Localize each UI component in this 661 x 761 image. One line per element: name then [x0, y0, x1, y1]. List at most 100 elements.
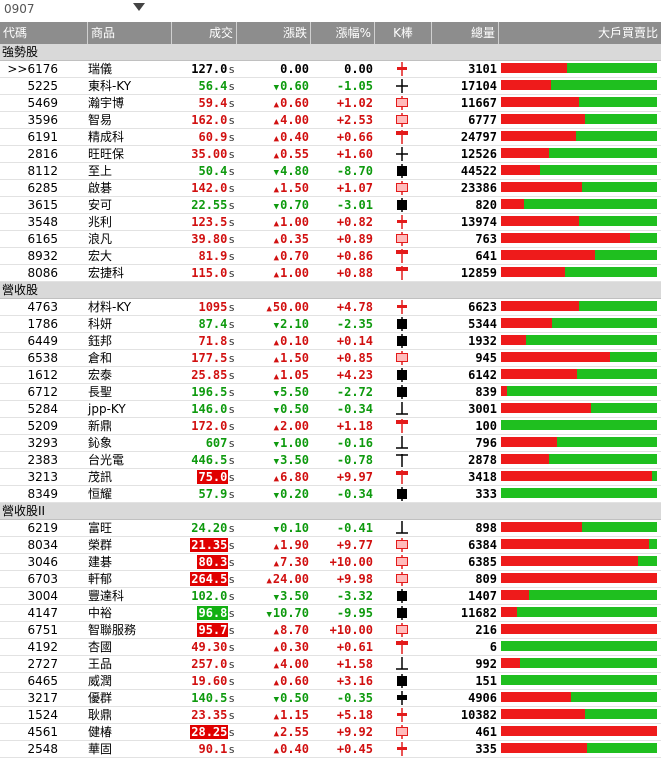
table-row[interactable]: 6703 軒郁 264.5s ▲24.00 +9.98 809 — [0, 571, 661, 588]
change-value: 5.50 — [280, 385, 309, 399]
change-value: 1.50 — [280, 351, 309, 365]
table-row[interactable]: 1524 耿鼎 23.35s ▲1.15 +5.18 10382 — [0, 707, 661, 724]
change-percent: -0.34 — [336, 487, 373, 501]
price-suffix: s — [228, 352, 235, 365]
price-change: ▼3.50 — [237, 452, 309, 468]
price-value: 162.0 — [191, 113, 228, 127]
ratio-bar-buy — [501, 386, 507, 396]
col-change-pct[interactable]: 漲幅% — [311, 22, 375, 44]
table-row[interactable]: 3213 茂訊 75.0s ▲6.80 +9.97 3418 — [0, 469, 661, 486]
col-volume[interactable]: 總量 — [432, 22, 499, 44]
table-row[interactable]: 8112 至上 50.4s ▼4.80 -8.70 44522 — [0, 163, 661, 180]
table-row[interactable]: 2816 旺旺保 35.00s ▲0.55 +1.60 12526 — [0, 146, 661, 163]
price-value: 115.0 — [191, 266, 228, 280]
ratio-bar-buy — [501, 726, 657, 736]
table-row[interactable]: 5225 東科-KY 56.4s ▼0.60 -1.05 17104 — [0, 78, 661, 95]
table-row[interactable]: 2727 王品 257.0s ▲4.00 +1.58 992 — [0, 656, 661, 673]
price-suffix: s — [228, 726, 235, 739]
table-row[interactable]: 5284 jpp-KY 146.0s ▼0.50 -0.34 3001 — [0, 401, 661, 418]
change-value: 0.60 — [280, 674, 309, 688]
table-row[interactable]: 1612 宏泰 25.85s ▲1.05 +4.23 6142 — [0, 367, 661, 384]
table-row[interactable]: 8932 宏大 81.9s ▲0.70 +0.86 641 — [0, 248, 661, 265]
price-change: ▲8.70 — [237, 622, 309, 638]
table-row[interactable]: 6285 啟碁 142.0s ▲1.50 +1.07 23386 — [0, 180, 661, 197]
table-row[interactable]: 3004 豐達科 102.0s ▼3.50 -3.32 1407 — [0, 588, 661, 605]
volume: 333 — [475, 487, 497, 501]
group-header[interactable]: 營收股 — [0, 282, 661, 299]
stock-code: >>6176 — [7, 62, 58, 76]
last-price: 140.5s — [172, 690, 235, 706]
triangle-up-icon: ▲ — [273, 134, 280, 144]
ratio-bar — [501, 624, 657, 634]
date-selector-value[interactable]: 0907 — [4, 2, 35, 16]
triangle-up-icon: ▲ — [273, 253, 280, 263]
table-row[interactable]: 5209 新鼎 172.0s ▲2.00 +1.18 100 — [0, 418, 661, 435]
table-row[interactable]: 1786 科妍 87.4s ▼2.10 -2.35 5344 — [0, 316, 661, 333]
chevron-down-icon[interactable] — [133, 3, 145, 11]
table-row[interactable]: 6751 智聯服務 95.7s ▲8.70 +10.00 216 — [0, 622, 661, 639]
table-row[interactable]: 3615 安可 22.55s ▼0.70 -3.01 820 — [0, 197, 661, 214]
price-suffix: s — [228, 199, 235, 212]
table-row[interactable]: 8086 宏捷科 115.0s ▲1.00 +0.88 12859 — [0, 265, 661, 282]
stock-name: 中裕 — [88, 606, 113, 620]
change-percent: +0.89 — [336, 232, 373, 246]
col-change[interactable]: 漲跌 — [237, 22, 311, 44]
table-row[interactable]: 2548 華固 90.1s ▲0.40 +0.45 335 — [0, 741, 661, 758]
table-row[interactable]: 3548 兆利 123.5s ▲1.00 +0.82 13974 — [0, 214, 661, 231]
table-row[interactable]: 4192 杏國 49.30s ▲0.30 +0.61 6 — [0, 639, 661, 656]
table-row[interactable]: 3217 優群 140.5s ▼0.50 -0.35 4906 — [0, 690, 661, 707]
table-row[interactable]: 6712 長聖 196.5s ▼5.50 -2.72 839 — [0, 384, 661, 401]
price-suffix: s — [228, 675, 235, 688]
table-row[interactable]: 4561 健椿 28.25s ▲2.55 +9.92 461 — [0, 724, 661, 741]
candlestick-icon — [390, 690, 414, 706]
price-suffix: s — [228, 63, 235, 76]
price-change: ▲2.55 — [237, 724, 309, 740]
table-row[interactable]: 6465 威潤 19.60s ▲0.60 +3.16 151 — [0, 673, 661, 690]
volume: 820 — [475, 198, 497, 212]
table-row[interactable]: 4763 材料-KY 1095s ▲50.00 +4.78 6623 — [0, 299, 661, 316]
table-row[interactable]: 6165 浪凡 39.80s ▲0.35 +0.89 763 — [0, 231, 661, 248]
table-row[interactable]: 3596 智易 162.0s ▲4.00 +2.53 6777 — [0, 112, 661, 129]
volume: 1407 — [468, 589, 497, 603]
table-row[interactable]: 2383 台光電 446.5s ▼3.50 -0.78 2878 — [0, 452, 661, 469]
col-code[interactable]: 代碼 — [0, 22, 88, 44]
triangle-down-icon: ▼ — [273, 457, 280, 467]
triangle-up-icon: ▲ — [273, 219, 280, 229]
candlestick-icon — [390, 384, 414, 400]
candlestick-icon — [390, 537, 414, 553]
stock-code: 1524 — [27, 708, 58, 722]
table-row[interactable]: 3293 鈊象 607s ▼1.00 -0.16 796 — [0, 435, 661, 452]
ratio-bar-buy — [501, 131, 576, 141]
table-row[interactable]: 4147 中裕 96.8s ▼10.70 -9.95 11682 — [0, 605, 661, 622]
quote-table: 強勢股 >>6176 瑞儀 127.0s 0.00 0.00 3101 5225 東科-KY 56… — [0, 44, 661, 758]
change-percent: -0.78 — [336, 453, 373, 467]
table-row[interactable]: 6219 富旺 24.20s ▼0.10 -0.41 898 — [0, 520, 661, 537]
col-kbar[interactable]: K棒 — [375, 22, 432, 44]
price-value: 264.5 — [190, 572, 229, 586]
table-row[interactable]: 5469 瀚宇博 59.4s ▲0.60 +1.02 11667 — [0, 95, 661, 112]
group-header[interactable]: 強勢股 — [0, 44, 661, 61]
stock-code: 5209 — [27, 419, 58, 433]
table-row[interactable]: 8349 恒耀 57.9s ▼0.20 -0.34 333 — [0, 486, 661, 503]
last-price: 23.35s — [172, 707, 235, 723]
price-value: 257.0 — [191, 657, 228, 671]
table-row[interactable]: 6449 鈺邦 71.8s ▲0.10 +0.14 1932 — [0, 333, 661, 350]
table-row[interactable]: 6538 倉和 177.5s ▲1.50 +0.85 945 — [0, 350, 661, 367]
ratio-bar — [501, 437, 657, 447]
volume: 1932 — [468, 334, 497, 348]
stock-name: 材料-KY — [88, 300, 132, 314]
group-header[interactable]: 營收股II — [0, 503, 661, 520]
table-row[interactable]: 8034 榮群 21.35s ▲1.90 +9.77 6384 — [0, 537, 661, 554]
col-price[interactable]: 成交 — [172, 22, 237, 44]
table-row[interactable]: 6191 精成科 60.9s ▲0.40 +0.66 24797 — [0, 129, 661, 146]
stock-code: 3293 — [27, 436, 58, 450]
col-big-player-ratio[interactable]: 大戶買賣比 — [597, 26, 658, 40]
table-row[interactable]: >>6176 瑞儀 127.0s 0.00 0.00 3101 — [0, 61, 661, 78]
ratio-bar-buy — [501, 182, 582, 192]
stock-code: 3213 — [27, 470, 58, 484]
price-change: ▼0.60 — [237, 78, 309, 94]
col-name[interactable]: 商品 — [88, 22, 172, 44]
ratio-bar — [501, 522, 657, 532]
change-percent: +1.60 — [336, 147, 373, 161]
table-row[interactable]: 3046 建碁 80.3s ▲7.30 +10.00 6385 — [0, 554, 661, 571]
